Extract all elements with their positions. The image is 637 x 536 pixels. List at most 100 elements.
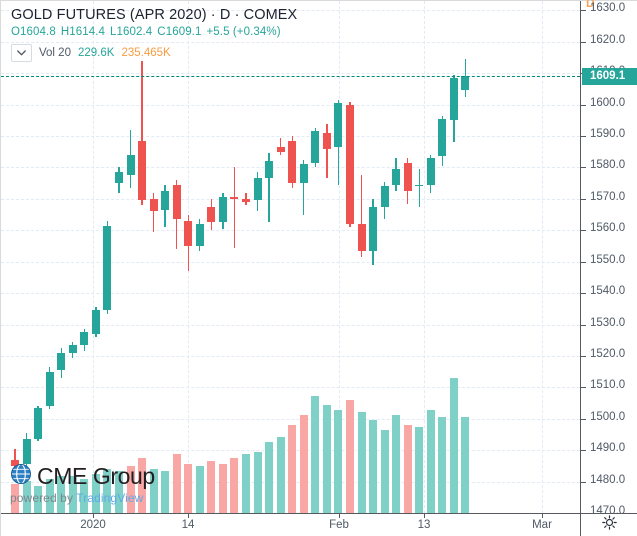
- volume-bar: [265, 441, 274, 513]
- candle-body: [392, 169, 401, 185]
- candle-body: [415, 184, 424, 187]
- volume-legend-row: Vol 20 229.6K 235.465K: [11, 44, 297, 62]
- price-tick-mark: [581, 136, 586, 138]
- candle-body: [461, 76, 470, 90]
- grid-line-horizontal: [1, 41, 580, 43]
- volume-bar: [242, 454, 250, 513]
- candle-body: [426, 158, 435, 185]
- interval-marker: D: [586, 0, 595, 11]
- candle-wick: [279, 137, 282, 155]
- time-axis-label: 14: [181, 519, 195, 531]
- candle-body: [11, 459, 19, 466]
- grid-line-vertical: [424, 1, 425, 513]
- price-tick-label: 1520.0: [590, 347, 626, 360]
- candle-body: [114, 172, 123, 184]
- candle-body: [230, 197, 239, 199]
- price-tick-label: 1540.0: [590, 285, 626, 298]
- candle-body: [265, 161, 274, 179]
- price-tick-label: 1500.0: [590, 410, 626, 423]
- candle-body: [138, 140, 147, 201]
- candle-body: [161, 191, 170, 210]
- price-tick-mark: [581, 450, 586, 452]
- candle-body: [172, 184, 181, 220]
- price-tick-label: 1570.0: [590, 190, 626, 203]
- price-tick-mark: [581, 324, 586, 326]
- volume-bar: [253, 451, 262, 513]
- volume-bar: [345, 400, 354, 513]
- candle-body: [334, 103, 343, 148]
- grid-line-vertical: [339, 1, 340, 513]
- volume-bar: [91, 473, 100, 513]
- time-tick-mark: [188, 514, 189, 518]
- candle-wick: [233, 167, 236, 248]
- volume-bar: [288, 424, 297, 513]
- price-tick-label: 1480.0: [590, 473, 626, 486]
- volume-bar: [449, 378, 458, 513]
- price-tick-label: 1630.0: [590, 2, 626, 15]
- volume-bar: [68, 476, 77, 513]
- volume-bar: [207, 461, 216, 513]
- price-tick-label: 1600.0: [590, 96, 626, 109]
- price-tick-label: 1580.0: [590, 159, 626, 172]
- volume-bar: [138, 457, 147, 513]
- time-tick-mark: [339, 514, 340, 518]
- chart-settings-button[interactable]: [580, 513, 637, 536]
- time-axis-label: Feb: [329, 519, 349, 531]
- candle-wick: [303, 159, 305, 215]
- volume-indicator-name[interactable]: Vol 20: [39, 47, 71, 59]
- volume-bar: [114, 471, 123, 513]
- volume-bar: [80, 478, 89, 513]
- candle-body: [345, 104, 354, 225]
- volume-bar: [415, 427, 424, 513]
- price-tick-mark: [581, 198, 586, 200]
- candle-body: [311, 131, 320, 163]
- candle-body: [299, 164, 308, 184]
- candle-body: [57, 352, 66, 371]
- chevron-down-icon[interactable]: [11, 44, 32, 62]
- candle-wick: [326, 123, 328, 179]
- current-price-badge: 1609.1: [582, 67, 637, 85]
- time-axis[interactable]: 2020 14 Feb 13 Mar: [1, 513, 580, 536]
- candle-body: [253, 178, 262, 201]
- volume-bar: [299, 414, 308, 513]
- volume-bar: [11, 483, 19, 513]
- chart-plot-area[interactable]: CME Group powered by TradingView GOLD FU…: [1, 1, 580, 513]
- ohlc-values: O1604.8 H1614.4 L1602.4 C1609.1 +5.5 (+0.34%…: [11, 26, 297, 38]
- volume-bar: [126, 466, 135, 513]
- candle-body: [68, 344, 77, 353]
- volume-bar: [426, 409, 435, 513]
- grid-line-horizontal: [1, 73, 580, 75]
- candle-body: [242, 198, 250, 203]
- volume-bar: [172, 454, 181, 513]
- symbol-title[interactable]: GOLD FUTURES (APR 2020) · D · COMEX: [11, 7, 298, 23]
- volume-bar: [161, 471, 170, 513]
- candle-body: [149, 198, 158, 212]
- chart-legend: GOLD FUTURES (APR 2020) · D · COMEX O160…: [11, 7, 297, 62]
- price-tick-mark: [581, 355, 586, 357]
- price-tick-mark: [581, 41, 586, 43]
- volume-bar: [322, 405, 331, 513]
- volume-bar: [195, 466, 204, 513]
- open-value: O1604.8: [11, 26, 56, 38]
- volume-bar: [45, 478, 54, 513]
- price-tick-mark: [581, 418, 586, 420]
- time-tick-mark: [93, 514, 94, 518]
- price-tick-mark: [581, 104, 586, 106]
- candle-body: [184, 220, 193, 246]
- candle-wick: [268, 153, 270, 223]
- volume-bar: [357, 412, 366, 513]
- candle-body: [438, 118, 447, 157]
- price-axis[interactable]: D 1630.01620.01610.01600.01590.01580.015…: [580, 0, 637, 517]
- candle-body: [207, 206, 216, 223]
- candle-wick: [141, 60, 143, 206]
- candle-body: [126, 154, 135, 176]
- price-tick-label: 1590.0: [590, 128, 626, 141]
- price-tick-mark: [581, 230, 586, 232]
- volume-bar: [103, 468, 112, 513]
- gear-icon[interactable]: [601, 515, 617, 535]
- price-line: [1, 76, 580, 78]
- price-tick-label: 1530.0: [590, 316, 626, 329]
- volume-bar: [57, 476, 66, 513]
- low-value: L1602.4: [110, 26, 153, 38]
